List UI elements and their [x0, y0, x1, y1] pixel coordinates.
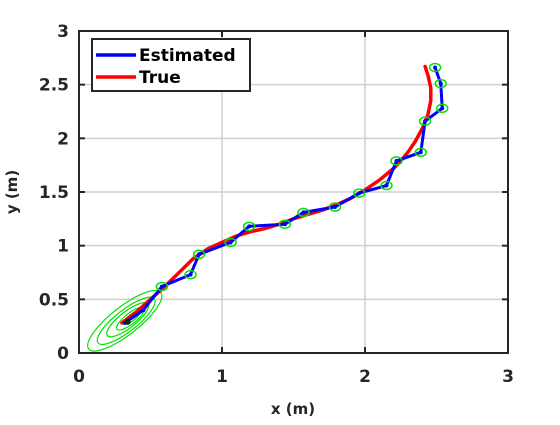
- estimated-point-9: [332, 205, 337, 210]
- y-tick-label-0: 0: [57, 344, 69, 364]
- point-ellipse-7: [278, 219, 292, 229]
- point-ellipse-8: [297, 207, 310, 218]
- point-ellipse-10: [353, 188, 366, 198]
- point-ellipse-9: [328, 202, 342, 212]
- estimated-point-13: [418, 150, 423, 155]
- point-ellipse-15: [435, 103, 449, 114]
- x-tick-label-0: 0: [73, 367, 85, 387]
- estimated-point-1: [141, 308, 146, 313]
- covariance-ellipse-0: [87, 289, 163, 352]
- x-tick-label-3: 3: [502, 367, 514, 387]
- axis-ticks: [78, 30, 509, 354]
- estimate-markers: [122, 62, 449, 325]
- estimated-point-10: [357, 191, 362, 196]
- estimated-point-4: [197, 252, 202, 257]
- point-ellipse-11: [380, 180, 393, 191]
- estimated-point-5: [228, 240, 233, 245]
- estimated-point-2: [159, 284, 164, 289]
- point-ellipse-12: [390, 156, 403, 166]
- point-ellipse-5: [224, 237, 237, 248]
- y-tick-label-6: 3: [57, 22, 69, 42]
- estimated-point-17: [433, 65, 438, 70]
- estimated-point-16: [438, 81, 443, 86]
- point-ellipse-6: [242, 221, 256, 232]
- series-line-estimated: [123, 66, 444, 325]
- point-ellipse-17: [428, 62, 442, 73]
- point-ellipse-13: [414, 147, 428, 158]
- estimated-point-7: [282, 222, 287, 227]
- x-tick-label-2: 2: [359, 367, 371, 387]
- point-ellipse-14: [418, 116, 432, 126]
- estimated-point-14: [423, 119, 428, 124]
- estimated-point-3: [188, 272, 193, 277]
- y-tick-label-3: 1.5: [39, 183, 69, 203]
- estimated-point-6: [247, 224, 252, 229]
- series-lines: [120, 64, 444, 325]
- x-axis-label: x (m): [271, 400, 315, 418]
- estimated-point-8: [301, 210, 306, 215]
- legend-box: [91, 38, 251, 92]
- legend-label-estimated: Estimated: [139, 46, 236, 66]
- point-ellipse-16: [434, 78, 448, 89]
- y-tick-label-5: 2.5: [39, 76, 69, 96]
- point-ellipse-2: [155, 281, 169, 292]
- point-ellipse-3: [184, 269, 197, 280]
- y-axis-label: y (m): [3, 170, 21, 214]
- estimated-point-15: [440, 106, 445, 111]
- y-tick-label-4: 2: [57, 129, 69, 149]
- x-tick-label-1: 1: [216, 367, 228, 387]
- y-tick-label-2: 1: [57, 237, 69, 257]
- y-tick-label-1: 0.5: [39, 290, 69, 310]
- point-ellipse-4: [192, 249, 206, 260]
- start-point: [124, 318, 131, 325]
- tick-labels: 0 1 2 3 0 0.5 1 1.5 2 2.5 3: [39, 22, 514, 387]
- covariance-ellipse-1: [96, 296, 156, 345]
- estimated-point-11: [384, 183, 389, 188]
- estimated-point-12: [394, 158, 399, 163]
- legend-label-true: True: [139, 68, 181, 88]
